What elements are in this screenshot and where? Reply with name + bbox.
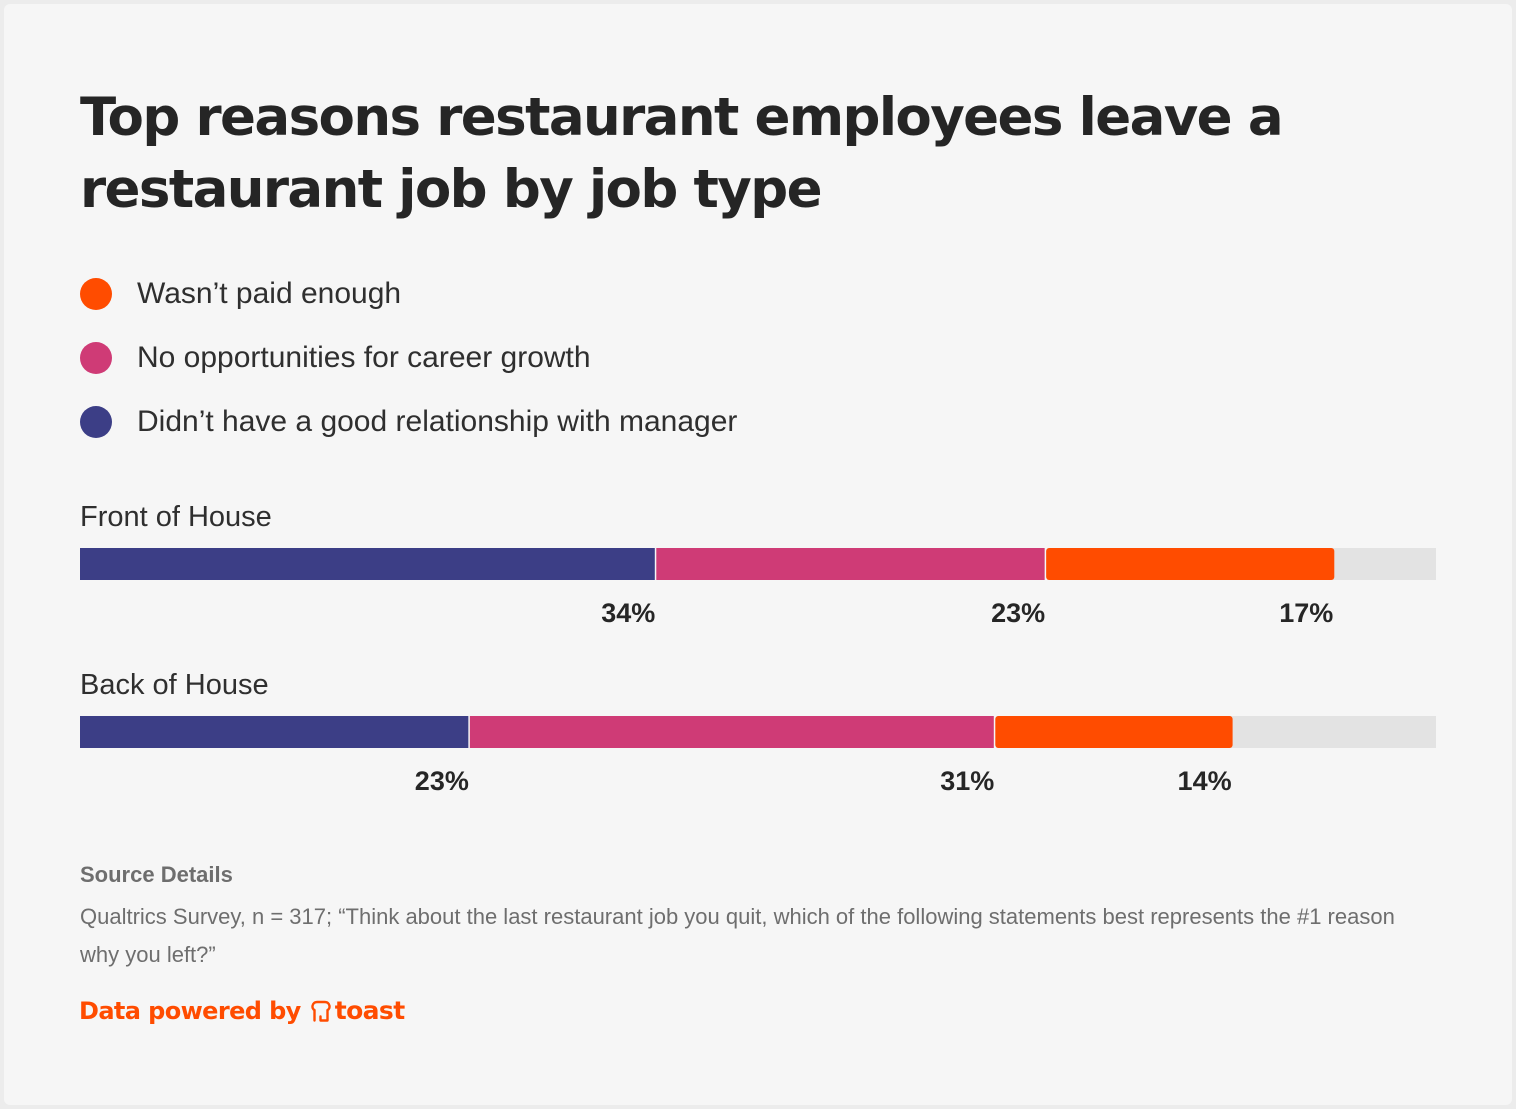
category-label: Front of House — [80, 501, 272, 533]
footer-text: Data powered by — [79, 996, 301, 1025]
footer-brand: toast — [334, 996, 405, 1025]
data-powered-by-footer: Data powered by toast — [79, 996, 405, 1025]
chart-legend: Wasn’t paid enough No opportunities for … — [80, 274, 737, 466]
data-label: 23% — [415, 766, 469, 796]
legend-swatch-navy-dot — [80, 406, 112, 438]
legend-item-career-growth: No opportunities for career growth — [80, 338, 737, 378]
legend-item-manager-relationship: Didn’t have a good relationship with man… — [80, 402, 737, 442]
data-label: 31% — [940, 766, 994, 796]
legend-swatch-pink-dot — [80, 342, 112, 374]
legend-label: No opportunities for career growth — [137, 341, 591, 374]
bar-segment — [469, 716, 996, 748]
bar-segment — [656, 548, 1047, 580]
bar-segment — [1046, 548, 1335, 580]
data-label: 17% — [1279, 598, 1333, 628]
bar-segment — [80, 548, 657, 580]
source-heading: Source Details — [80, 862, 233, 887]
legend-label: Didn’t have a good relationship with man… — [137, 405, 738, 438]
data-label: 34% — [601, 598, 655, 628]
data-label: 14% — [1178, 766, 1232, 796]
source-text: Qualtrics Survey, n = 317; “Think about … — [80, 904, 1395, 967]
chart-title: Top reasons restaurant employees leave a… — [80, 87, 1284, 220]
legend-swatch-orange-dot — [80, 278, 112, 310]
stacked-bar-chart: Front of House 34% 23% 17% Back of House 23% 3… — [80, 501, 1436, 796]
bar-segment — [995, 716, 1233, 748]
legend-item-wasnt-paid-enough: Wasn’t paid enough — [80, 274, 737, 314]
legend-label: Wasn’t paid enough — [137, 277, 402, 310]
data-label: 23% — [991, 598, 1045, 628]
category-label: Back of House — [80, 669, 269, 701]
bar-segment — [80, 716, 470, 748]
toast-bread-icon — [311, 1000, 331, 1022]
